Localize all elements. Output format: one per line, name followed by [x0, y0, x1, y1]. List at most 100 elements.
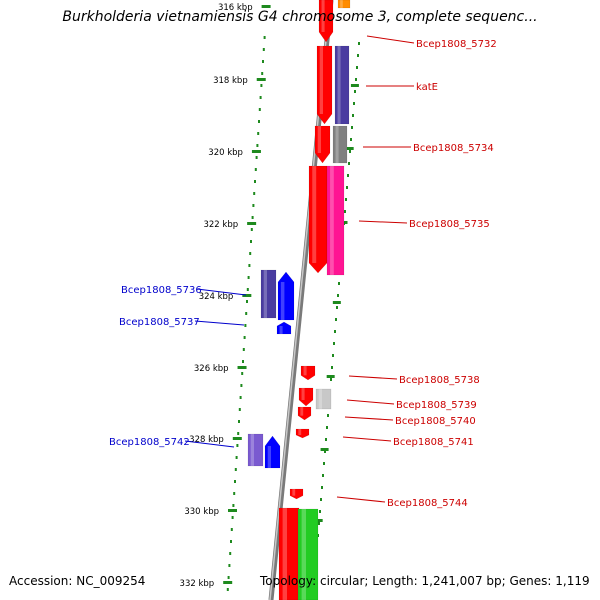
gene-label-leader	[344, 416, 394, 421]
tick-dot-right	[346, 186, 348, 189]
tick-dot-left	[241, 372, 244, 375]
gene-feature-5736-purple	[260, 269, 277, 319]
tick-dot-left	[250, 228, 253, 231]
tick-dot-left	[249, 252, 252, 255]
scale-tick-right	[326, 375, 335, 378]
gene-label-leader	[366, 35, 415, 44]
tick-dot-left	[258, 120, 260, 123]
scale-tick	[223, 581, 233, 584]
gene-label[interactable]: katE	[416, 82, 438, 93]
scale-tick	[256, 78, 266, 81]
tick-dot-left	[232, 504, 235, 507]
tick-dot-right	[338, 282, 340, 285]
scale-tick-right	[345, 147, 354, 150]
gene-feature-5742	[264, 435, 281, 469]
tick-dot-right	[321, 486, 323, 489]
scale-label: 320 kbp	[208, 148, 243, 158]
scale-tick-right	[314, 519, 323, 522]
gene-label-leader	[196, 288, 247, 296]
gene-label[interactable]: Bcep1808_5736	[121, 285, 202, 296]
tick-dot-right	[344, 210, 346, 213]
scale-tick	[247, 222, 257, 225]
tick-dot-left	[238, 420, 240, 423]
scale-tick-right	[350, 84, 359, 87]
tick-dot-left	[250, 240, 252, 243]
tick-dot-left	[231, 516, 234, 519]
gene-feature-bottom-green-shine	[301, 509, 306, 600]
gene-feature-katE	[316, 45, 333, 125]
gene-feature-5742-purple	[247, 433, 264, 467]
tick-dot-left	[246, 288, 249, 291]
tick-dot-right	[336, 306, 338, 309]
tick-dot-right	[318, 522, 320, 525]
tick-dot-right	[325, 438, 327, 441]
gene-feature-magenta-shine	[330, 166, 334, 275]
tick-dot-left	[252, 204, 255, 207]
gene-feature-gray	[332, 125, 348, 164]
scale-label: 316 kbp	[218, 3, 253, 13]
gene-feature-5736-shine	[280, 282, 285, 320]
gene-label[interactable]: Bcep1808_5742	[109, 437, 190, 448]
gene-feature-purple	[334, 45, 350, 125]
tick-dot-left	[240, 384, 243, 387]
gene-label[interactable]: Bcep1808_5735	[409, 219, 490, 230]
tick-dot-right	[323, 462, 325, 465]
tick-dot-right	[320, 498, 322, 501]
gene-feature-5735	[308, 165, 328, 274]
tick-dot-left	[262, 60, 264, 63]
tick-dot-right	[350, 138, 352, 141]
map-title: Burkholderia vietnamiensis G4 chromosome…	[62, 9, 538, 25]
tick-dot-left	[259, 96, 262, 99]
tick-dot-right	[357, 54, 359, 57]
tick-dot-right	[319, 510, 321, 513]
tick-dot-left	[258, 108, 261, 111]
gene-feature-gray-shine	[335, 126, 339, 163]
gene-label-leader	[358, 220, 408, 224]
gene-label-leader	[342, 436, 392, 442]
tick-dot-left	[260, 84, 263, 87]
tick-dot-right	[353, 102, 355, 105]
tick-dot-left	[228, 564, 231, 567]
gene-label[interactable]: Bcep1808_5740	[395, 416, 476, 427]
tick-dot-left	[245, 312, 248, 315]
scale-label: 322 kbp	[203, 220, 238, 230]
scale-tick-right	[332, 301, 341, 304]
gene-label-leader	[336, 496, 386, 503]
gene-feature-5736	[277, 271, 295, 321]
tick-dot-left	[243, 336, 246, 339]
gene-feature-bottom-green	[297, 508, 319, 600]
scale-tick-right	[320, 448, 329, 451]
gene-label[interactable]: Bcep1808_5734	[413, 143, 494, 154]
tick-dot-right	[332, 354, 334, 357]
tick-dot-left	[237, 432, 240, 435]
tick-dot-right	[335, 318, 337, 321]
tick-dot-left	[230, 528, 233, 531]
gene-label[interactable]: Bcep1808_5744	[387, 498, 468, 509]
gene-label[interactable]: Bcep1808_5741	[393, 437, 474, 448]
accession-label: Accession: NC_009254	[9, 574, 146, 588]
gene-label[interactable]: Bcep1808_5738	[399, 375, 480, 386]
tick-dot-right	[358, 42, 360, 45]
scale-label: 328 kbp	[189, 435, 224, 445]
tick-dot-right	[348, 162, 350, 165]
scale-tick	[261, 5, 271, 8]
tick-dot-left	[261, 72, 264, 75]
scale-label: 330 kbp	[184, 507, 219, 517]
tick-dot-right	[326, 426, 328, 429]
tick-dot-right	[347, 174, 349, 177]
tick-dot-left	[253, 192, 256, 195]
tick-dot-left	[239, 396, 242, 399]
gene-label[interactable]: Bcep1808_5739	[396, 400, 477, 411]
gene-feature-5740-shine	[300, 407, 304, 416]
tick-dot-right	[349, 150, 351, 153]
tick-dot-left	[238, 408, 241, 411]
tick-dot-left	[247, 276, 250, 279]
gene-label[interactable]: Bcep1808_5732	[416, 39, 497, 50]
gene-feature-5741	[295, 428, 310, 439]
tick-dot-left	[254, 168, 257, 171]
gene-feature-purple-shine	[337, 46, 341, 124]
gene-label[interactable]: Bcep1808_5737	[119, 317, 200, 328]
scale-label: 326 kbp	[194, 364, 229, 374]
gene-feature-5736-purple-shine	[263, 270, 267, 318]
